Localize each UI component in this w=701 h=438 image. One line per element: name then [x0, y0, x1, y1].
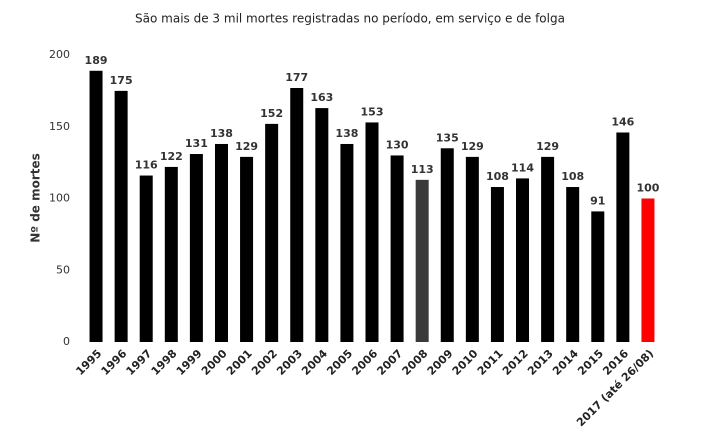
value-label: 163	[310, 91, 333, 104]
value-label: 108	[561, 170, 584, 183]
value-label: 114	[511, 161, 534, 174]
value-label: 146	[611, 115, 634, 128]
chart-title: São mais de 3 mil mortes registradas no …	[135, 12, 565, 26]
bar	[465, 156, 479, 342]
bar	[340, 143, 354, 342]
x-tick-label: 2014	[550, 347, 581, 378]
x-tick-label: 2009	[425, 347, 456, 378]
value-label: 113	[411, 163, 434, 176]
bar	[541, 156, 555, 342]
x-tick-label: 2013	[525, 347, 556, 378]
x-tick-label: 1998	[149, 347, 180, 378]
bar	[415, 179, 429, 342]
x-tick-label: 2011	[475, 347, 506, 378]
bar	[490, 187, 504, 342]
value-label: 116	[135, 159, 158, 172]
value-label: 152	[260, 107, 283, 120]
y-tick-label: 50	[56, 263, 70, 276]
x-tick-label: 2002	[249, 347, 280, 378]
x-tick-label: 2003	[274, 347, 305, 378]
bar	[189, 154, 203, 342]
x-tick-label: 2015	[575, 347, 606, 378]
y-axis-label: Nº de mortes	[29, 153, 43, 243]
x-tick-label: 2010	[450, 347, 481, 378]
x-tick-label: 1999	[174, 347, 205, 378]
y-tick-label: 0	[63, 335, 70, 348]
x-tick-label: 2007	[374, 347, 405, 378]
bar	[164, 166, 178, 342]
bar	[591, 211, 605, 342]
x-tick-label: 2006	[349, 347, 380, 378]
bar	[114, 90, 128, 342]
bar	[616, 132, 630, 342]
bar	[440, 148, 454, 342]
value-label: 131	[185, 137, 208, 150]
value-label: 175	[110, 74, 133, 87]
bar	[89, 70, 103, 342]
bar	[265, 123, 279, 342]
value-label: 91	[590, 194, 605, 207]
value-label: 138	[210, 127, 233, 140]
bar	[390, 155, 404, 342]
value-label: 130	[386, 138, 409, 151]
x-tick-label: 1997	[124, 347, 155, 378]
y-tick-label: 200	[49, 48, 70, 61]
x-tick-label: 1996	[99, 347, 130, 378]
y-tick-label: 150	[49, 120, 70, 133]
bar	[516, 178, 530, 342]
y-tick-label: 100	[49, 192, 70, 205]
value-label: 108	[486, 170, 509, 183]
value-label: 122	[160, 150, 183, 163]
value-label: 135	[436, 131, 459, 144]
x-tick-label: 2004	[299, 347, 330, 378]
bar	[139, 175, 153, 342]
bar	[566, 187, 580, 342]
bar	[240, 156, 254, 342]
bar	[315, 108, 329, 342]
value-label: 177	[285, 71, 308, 84]
bar	[365, 122, 379, 342]
bar	[214, 143, 228, 342]
value-label: 189	[85, 54, 108, 67]
value-label: 129	[235, 140, 258, 153]
value-label: 100	[636, 182, 659, 195]
bar	[290, 88, 304, 342]
x-tick-label: 2005	[324, 347, 355, 378]
value-label: 153	[361, 105, 384, 118]
value-label: 129	[461, 140, 484, 153]
x-tick-label: 2008	[400, 347, 431, 378]
bar	[641, 198, 655, 342]
x-tick-label: 2012	[500, 347, 531, 378]
x-tick-label: 2001	[224, 347, 255, 378]
value-label: 129	[536, 140, 559, 153]
value-label: 138	[335, 127, 358, 140]
x-tick-label: 2000	[199, 347, 230, 378]
x-tick-label: 1995	[73, 347, 104, 378]
